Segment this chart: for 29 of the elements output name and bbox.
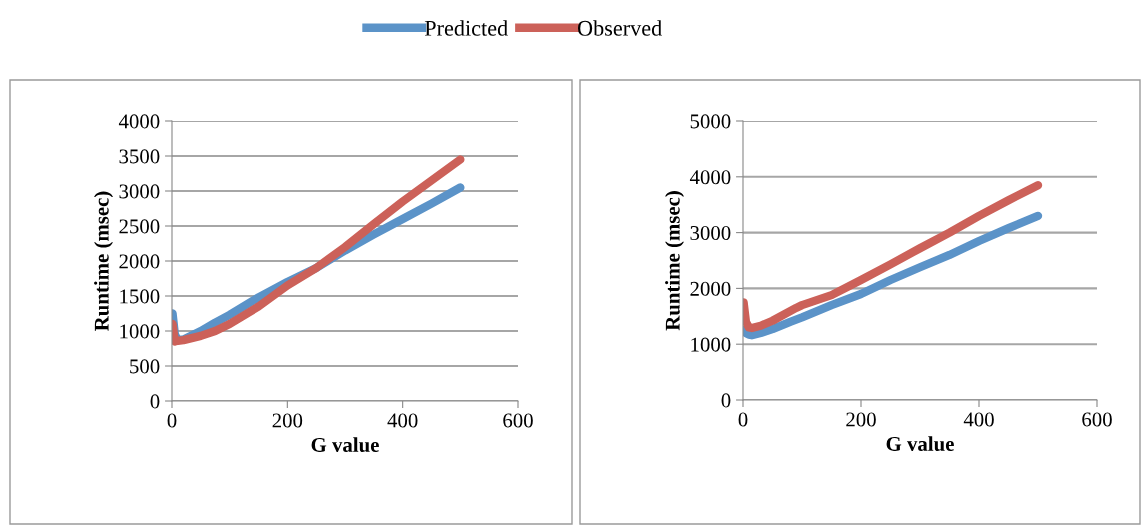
y-tick-label: 2500 xyxy=(119,219,160,234)
y-axis-title: Runtime (msec) xyxy=(94,191,113,331)
y-tick-label: 500 xyxy=(130,359,160,374)
x-tick-label: 600 xyxy=(1082,412,1112,427)
x-axis-title: G value xyxy=(886,436,954,451)
y-tick-label: 3000 xyxy=(119,184,160,199)
x-tick-label: 0 xyxy=(167,413,177,428)
y-tick-label: 2000 xyxy=(690,281,731,296)
x-tick-label: 200 xyxy=(272,413,303,428)
legend-label: Predicted xyxy=(424,20,508,36)
y-tick-label: 0 xyxy=(150,394,160,409)
y-tick-label: 1000 xyxy=(691,337,731,352)
y-tick-label: 3500 xyxy=(119,149,160,164)
y-tick-label: 1000 xyxy=(120,324,160,339)
y-tick-label: 5000 xyxy=(690,114,731,129)
y-tick-label: 4000 xyxy=(118,114,160,129)
legend-label: Observed xyxy=(577,20,662,36)
y-axis-title: Runtime (msec) xyxy=(665,191,684,331)
x-tick-label: 400 xyxy=(963,412,994,427)
x-tick-label: 400 xyxy=(387,413,418,428)
y-tick-label: 1500 xyxy=(120,289,160,304)
x-axis-title: G value xyxy=(311,437,379,452)
x-tick-label: 600 xyxy=(503,413,533,428)
x-tick-label: 0 xyxy=(738,412,748,427)
y-tick-label: 0 xyxy=(721,393,731,408)
y-tick-label: 2000 xyxy=(119,254,160,269)
y-tick-label: 3000 xyxy=(690,225,731,241)
x-tick-label: 200 xyxy=(846,412,876,427)
y-tick-label: 4000 xyxy=(689,170,731,185)
